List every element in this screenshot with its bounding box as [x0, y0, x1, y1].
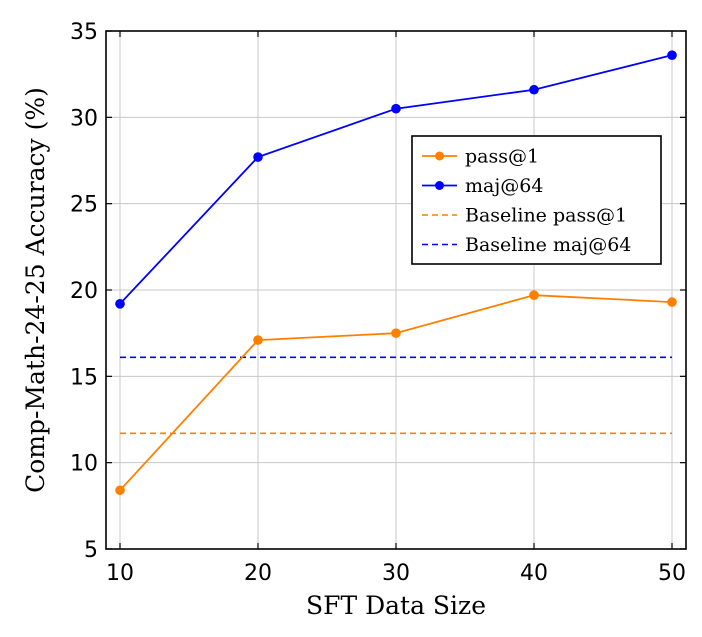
legend-label: maj@64: [465, 175, 543, 197]
x-tick-label: 10: [106, 561, 134, 586]
legend-box: [411, 135, 662, 265]
x-tick-label: 30: [382, 561, 410, 586]
legend-marker: [435, 151, 444, 161]
data-point: [391, 328, 401, 338]
y-tick-label: 25: [70, 193, 98, 218]
data-point: [667, 297, 677, 307]
data-point: [253, 152, 263, 162]
y-tick-label: 5: [84, 538, 98, 563]
axis-ticks: [106, 30, 686, 550]
data-point: [667, 50, 677, 60]
legend-marker: [435, 181, 444, 190]
data-point: [115, 299, 125, 309]
legend: pass@1 maj@64 Baseline pass@1 Baseline maj@…: [411, 135, 662, 265]
legend-label: Baseline maj@64: [465, 234, 631, 256]
data-point: [391, 103, 401, 114]
y-tick-label: 10: [70, 452, 98, 477]
data-series: [115, 50, 677, 496]
y-tick-label: 20: [70, 279, 98, 304]
data-point: [529, 290, 539, 300]
x-tick-label: 20: [244, 561, 272, 586]
y-tick-label: 15: [70, 365, 98, 390]
legend-label: Baseline pass@1: [465, 205, 627, 227]
y-tick-label: 35: [70, 20, 98, 45]
data-point: [115, 485, 125, 496]
x-tick-label: 40: [520, 561, 548, 586]
y-tick-label: 30: [70, 106, 98, 131]
y-axis-title: Comp-Math-24-25 Accuracy (%): [21, 87, 50, 493]
baseline-lines: [120, 356, 672, 435]
y-tick-labels: 5 10 15 20 25 30 35: [70, 20, 98, 563]
x-tick-label: 50: [658, 561, 686, 586]
data-point: [529, 84, 539, 95]
data-point: [253, 335, 263, 345]
x-tick-labels: 10 20 30 40 50: [106, 561, 686, 586]
legend-label: pass@1: [465, 146, 539, 168]
x-axis-title: SFT Data Size: [306, 591, 486, 620]
